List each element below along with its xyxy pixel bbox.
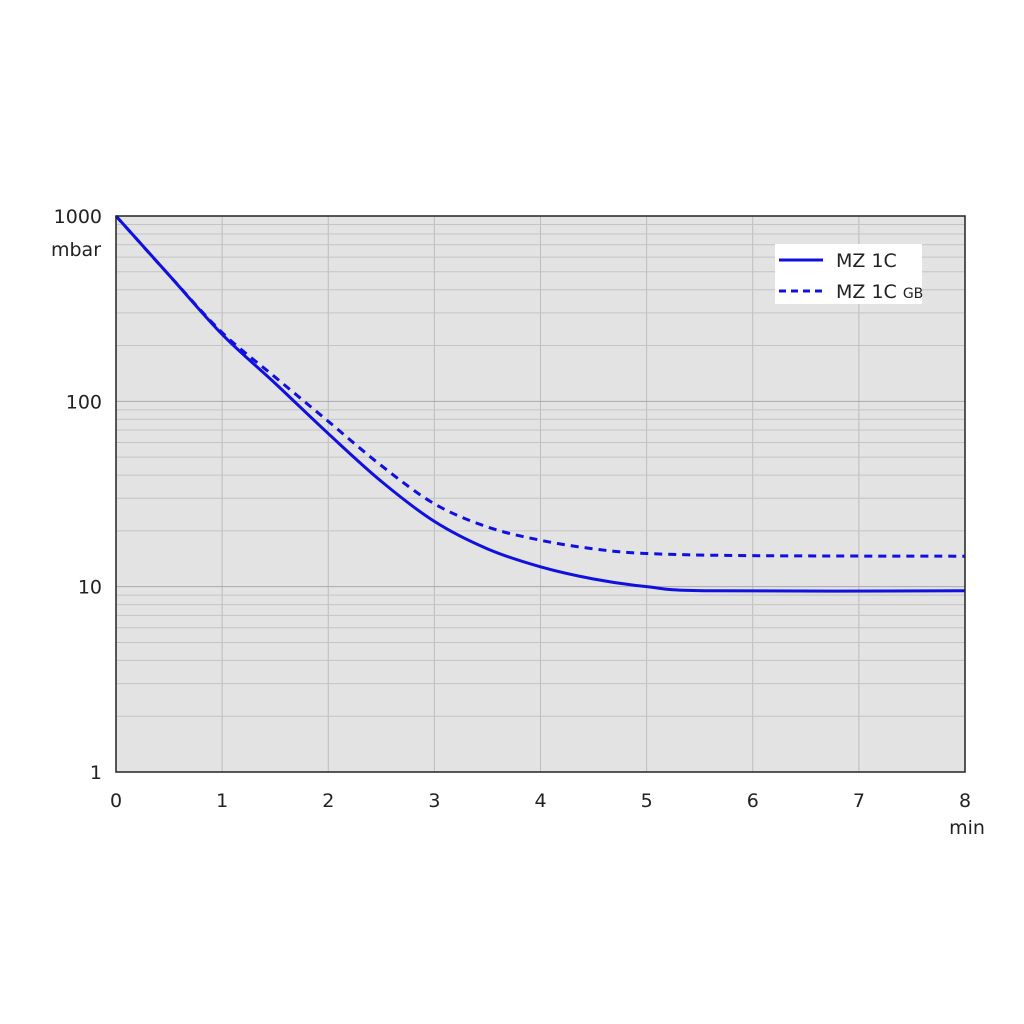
x-tick-label: 1 — [216, 790, 228, 812]
x-tick-label: 6 — [747, 790, 759, 812]
y-tick-label: 1000 — [54, 206, 102, 228]
legend-label-2: MZ 1C GB — [836, 281, 923, 303]
legend-box — [775, 244, 922, 304]
y-tick-label: 100 — [66, 391, 102, 413]
x-tick-label: 8 — [959, 790, 971, 812]
legend-label-2-name: MZ 1C — [836, 281, 897, 303]
legend-label-1: MZ 1C — [836, 250, 897, 272]
x-tick-label: 4 — [534, 790, 546, 812]
y-axis-label: mbar — [51, 239, 101, 261]
x-axis-label: min — [949, 817, 985, 839]
x-tick-label: 0 — [110, 790, 122, 812]
x-tick-label: 2 — [322, 790, 334, 812]
x-tick-label: 5 — [641, 790, 653, 812]
x-tick-label: 3 — [428, 790, 440, 812]
y-tick-label: 1 — [90, 762, 102, 784]
series-group — [114, 214, 966, 593]
x-tick-label: 7 — [853, 790, 865, 812]
plot-frame — [115, 215, 966, 773]
series-line-mz-1c-gb — [114, 214, 966, 558]
gridlines — [116, 216, 965, 772]
legend-label-2-suffix: GB — [903, 286, 923, 302]
legend: MZ 1C MZ 1C GB — [775, 244, 923, 304]
y-tick-label: 10 — [78, 577, 102, 599]
